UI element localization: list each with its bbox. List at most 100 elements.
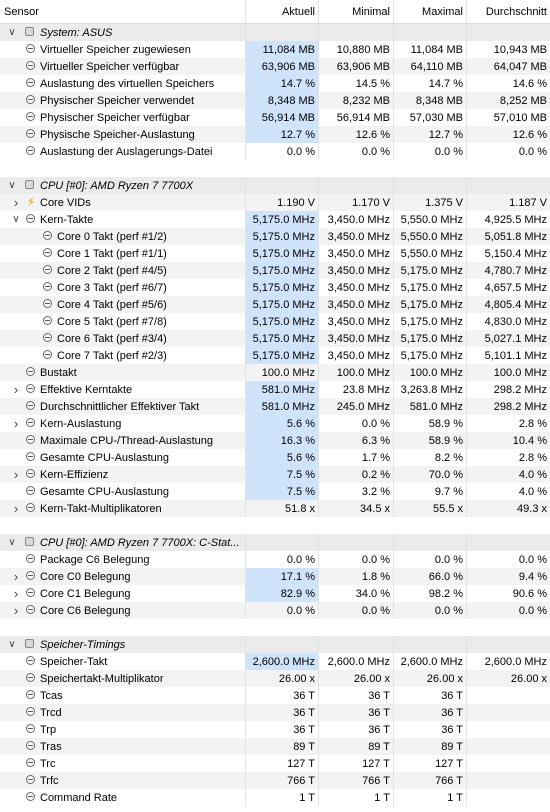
sensor-row[interactable]: › Effektive Kerntakte 581.0 MHz 23.8 MHz 3,2… [0,381,550,398]
expand-chevron-icon[interactable]: › [13,416,19,431]
sensor-row[interactable]: › Core C0 Belegung 17.1 % 1.8 % 66.0 % 9.4 % [0,568,550,585]
sensor-row[interactable]: Core 0 Takt (perf #1/2) 5,175.0 MHz 3,450.… [0,228,550,245]
sensor-gauge-icon [26,61,35,70]
minimum-value: 0.0 % [318,415,393,432]
sensor-gauge-icon [26,469,35,478]
current-value: 17.1 % [245,568,318,585]
sensor-row[interactable]: Core 3 Takt (perf #6/7) 5,175.0 MHz 3,450.… [0,279,550,296]
minimum-value [318,24,393,41]
section-spacer [0,619,550,636]
sensor-row[interactable]: Trc 127 T 127 T 127 T [0,755,550,772]
current-value: 7.5 % [245,483,318,500]
collapse-chevron-icon[interactable]: ∨ [8,180,16,191]
sensor-row[interactable]: › ⚡ Core VIDs 1.190 V 1.170 V 1.375 V 1.187 V [0,194,550,211]
expand-chevron-icon[interactable]: › [13,603,19,618]
average-value: 0.0 % [466,143,550,160]
sensor-row[interactable]: Core 7 Takt (perf #2/3) 5,175.0 MHz 3,450.… [0,347,550,364]
expand-chevron-icon[interactable]: › [13,195,19,210]
voltage-bolt-icon: ⚡ [26,195,36,209]
sensor-row[interactable]: Trfc 766 T 766 T 766 T [0,772,550,789]
sensor-row[interactable]: › Kern-Effizienz 7.5 % 0.2 % 70.0 % 4.0 % [0,466,550,483]
sensor-gauge-icon [43,231,52,240]
sensor-row[interactable]: Speicher-Takt 2,600.0 MHz 2,600.0 MHz 2,600… [0,653,550,670]
maximum-value: 2,600.0 MHz [393,653,466,670]
average-value: 100.0 MHz [466,364,550,381]
sensor-gauge-icon [26,401,35,410]
average-value: 298.2 MHz [466,398,550,415]
collapse-chevron-icon[interactable]: ∨ [8,639,16,650]
sensor-row[interactable]: Trp 36 T 36 T 36 T [0,721,550,738]
current-value: 36 T [245,687,318,704]
current-value: 0.0 % [245,602,318,619]
sensor-row[interactable]: Gesamte CPU-Auslastung 7.5 % 3.2 % 9.7 % 4.0… [0,483,550,500]
collapse-chevron-icon[interactable]: ∨ [8,27,16,38]
collapse-chevron-icon[interactable]: ∨ [12,214,20,225]
sensor-row[interactable]: Tcas 36 T 36 T 36 T [0,687,550,704]
sensor-row[interactable]: Auslastung der Auslagerungs-Datei 0.0 % 0.… [0,143,550,160]
average-value: 4.0 % [466,466,550,483]
column-header-minimum[interactable]: Minimal [318,0,393,23]
sensor-group-row[interactable]: ∨ CPU [#0]: AMD Ryzen 7 7700X: C-Stat... [0,534,550,551]
sensor-row[interactable]: Physischer Speicher verfügbar 56,914 MB 56… [0,109,550,126]
sensor-cell: Trp [0,721,245,738]
maximum-value [393,177,466,194]
sensor-gauge-icon [26,707,35,716]
sensor-group-icon [25,27,34,36]
sensor-row[interactable]: Gesamte CPU-Auslastung 5.6 % 1.7 % 8.2 % 2.8… [0,449,550,466]
sensor-row[interactable]: › Kern-Auslastung 5.6 % 0.0 % 58.9 % 2.8 % [0,415,550,432]
average-value [466,534,550,551]
expand-chevron-icon[interactable]: › [13,569,19,584]
current-value: 5,175.0 MHz [245,330,318,347]
sensor-cell: Auslastung der Auslagerungs-Datei [0,143,245,160]
sensor-row[interactable]: Core 1 Takt (perf #1/1) 5,175.0 MHz 3,450.… [0,245,550,262]
sensor-row[interactable]: › Core C1 Belegung 82.9 % 34.0 % 98.2 % 90.6 … [0,585,550,602]
sensor-row[interactable]: Speichertakt-Multiplikator 26.00 x 26.00 x… [0,670,550,687]
sensor-row[interactable]: Physischer Speicher verwendet 8,348 MB 8,2… [0,92,550,109]
column-header-average[interactable]: Durchschnitt [466,0,550,23]
sensor-row[interactable]: Auslastung des virtuellen Speichers 14.7 … [0,75,550,92]
column-header-maximum[interactable]: Maximal [393,0,466,23]
expand-chevron-icon[interactable]: › [13,586,19,601]
sensor-row[interactable]: Core 4 Takt (perf #5/6) 5,175.0 MHz 3,450.… [0,296,550,313]
sensor-group-row[interactable]: ∨ System: ASUS [0,24,550,41]
sensor-cell: Trcd [0,704,245,721]
column-header-current[interactable]: Aktuell [245,0,318,23]
sensor-row[interactable]: Tras 89 T 89 T 89 T [0,738,550,755]
sensor-cell: Gesamte CPU-Auslastung [0,449,245,466]
minimum-value: 34.5 x [318,500,393,517]
sensor-row[interactable]: Core 5 Takt (perf #7/8) 5,175.0 MHz 3,450.… [0,313,550,330]
maximum-value: 5,175.0 MHz [393,313,466,330]
average-value: 5,051.8 MHz [466,228,550,245]
sensor-row[interactable]: Bustakt 100.0 MHz 100.0 MHz 100.0 MHz 100.0 … [0,364,550,381]
sensor-row[interactable]: Core 6 Takt (perf #3/4) 5,175.0 MHz 3,450.… [0,330,550,347]
average-value: 0.0 % [466,602,550,619]
column-header-sensor[interactable]: Sensor [4,5,39,18]
sensor-row[interactable]: › Core C6 Belegung 0.0 % 0.0 % 0.0 % 0.0 % [0,602,550,619]
current-value: 5,175.0 MHz [245,262,318,279]
sensor-group-row[interactable]: ∨ CPU [#0]: AMD Ryzen 7 7700X [0,177,550,194]
sensor-row[interactable]: ∨ Kern-Takte 5,175.0 MHz 3,450.0 MHz 5,550.0… [0,211,550,228]
sensor-row[interactable]: Maximale CPU-/Thread-Auslastung 16.3 % 6.3… [0,432,550,449]
sensor-row[interactable]: Physische Speicher-Auslastung 12.7 % 12.6 … [0,126,550,143]
maximum-value: 100.0 MHz [393,364,466,381]
sensor-row[interactable]: Durchschnittlicher Effektiver Takt 581.0 … [0,398,550,415]
sensor-row[interactable]: Trcd 36 T 36 T 36 T [0,704,550,721]
sensor-row[interactable]: Core 2 Takt (perf #4/5) 5,175.0 MHz 3,450.… [0,262,550,279]
expand-chevron-icon[interactable]: › [13,501,19,516]
sensor-row[interactable]: Virtueller Speicher verfügbar 63,906 MB 63… [0,58,550,75]
sensor-row[interactable]: Virtueller Speicher zugewiesen 11,084 MB 1… [0,41,550,58]
collapse-chevron-icon[interactable]: ∨ [8,537,16,548]
average-value: 0.0 % [466,551,550,568]
current-value: 766 T [245,772,318,789]
expand-chevron-icon[interactable]: › [13,382,19,397]
sensor-name: Core 7 Takt (perf #2/3) [57,349,167,362]
expand-chevron-icon[interactable]: › [13,467,19,482]
sensor-group-name: CPU [#0]: AMD Ryzen 7 7700X [40,179,194,192]
minimum-value: 3,450.0 MHz [318,313,393,330]
sensor-group-row[interactable]: ∨ Speicher-Timings [0,636,550,653]
current-value: 5.6 % [245,415,318,432]
sensor-row[interactable]: Package C6 Belegung 0.0 % 0.0 % 0.0 % 0.0 % [0,551,550,568]
sensor-row[interactable]: › Kern-Takt-Multiplikatoren 51.8 x 34.5 x 55… [0,500,550,517]
maximum-value: 1 T [393,789,466,806]
